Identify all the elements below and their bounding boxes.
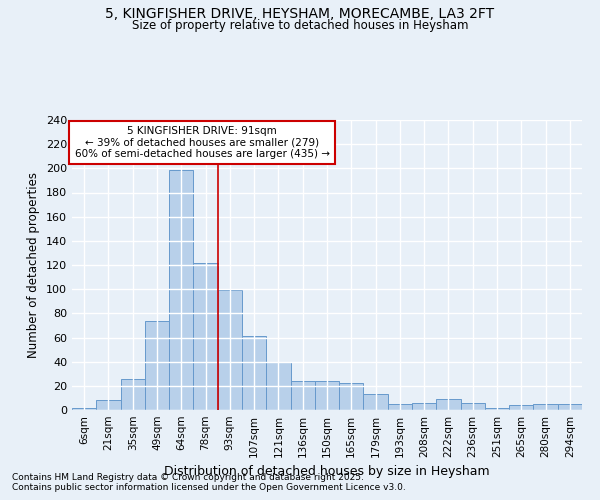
Text: Contains public sector information licensed under the Open Government Licence v3: Contains public sector information licen…: [12, 484, 406, 492]
Bar: [339, 384, 364, 410]
Bar: [558, 404, 582, 410]
Bar: [96, 400, 121, 410]
Bar: [72, 408, 96, 410]
Bar: [218, 290, 242, 410]
Bar: [485, 408, 509, 410]
Bar: [412, 403, 436, 410]
Bar: [364, 394, 388, 410]
Text: Contains HM Land Registry data © Crown copyright and database right 2025.: Contains HM Land Registry data © Crown c…: [12, 474, 364, 482]
Bar: [315, 381, 339, 410]
Bar: [193, 262, 218, 410]
Bar: [290, 381, 315, 410]
Bar: [266, 362, 290, 410]
Bar: [509, 405, 533, 410]
Bar: [436, 399, 461, 410]
Bar: [242, 336, 266, 410]
Text: 5, KINGFISHER DRIVE, HEYSHAM, MORECAMBE, LA3 2FT: 5, KINGFISHER DRIVE, HEYSHAM, MORECAMBE,…: [106, 8, 494, 22]
Bar: [533, 404, 558, 410]
Text: Size of property relative to detached houses in Heysham: Size of property relative to detached ho…: [132, 18, 468, 32]
X-axis label: Distribution of detached houses by size in Heysham: Distribution of detached houses by size …: [164, 466, 490, 478]
Bar: [121, 378, 145, 410]
Bar: [388, 404, 412, 410]
Y-axis label: Number of detached properties: Number of detached properties: [28, 172, 40, 358]
Bar: [145, 320, 169, 410]
Bar: [169, 170, 193, 410]
Bar: [461, 403, 485, 410]
Text: 5 KINGFISHER DRIVE: 91sqm
← 39% of detached houses are smaller (279)
60% of semi: 5 KINGFISHER DRIVE: 91sqm ← 39% of detac…: [74, 126, 329, 159]
